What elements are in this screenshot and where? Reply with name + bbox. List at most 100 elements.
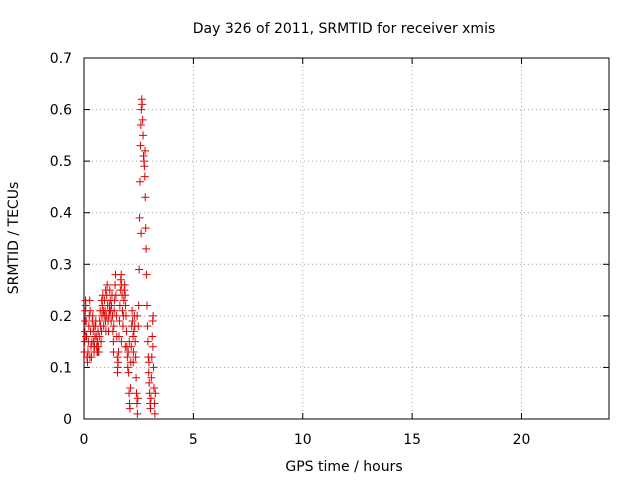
data-point <box>107 301 116 310</box>
data-point <box>118 322 127 331</box>
x-tick-label: 20 <box>513 432 531 448</box>
data-point <box>121 342 130 351</box>
data-point <box>144 358 153 367</box>
data-point <box>138 100 147 109</box>
data-point <box>115 317 124 326</box>
data-point <box>97 296 106 305</box>
data-point <box>142 270 151 279</box>
data-point <box>143 337 152 346</box>
data-point <box>143 322 152 331</box>
data-point <box>83 358 92 367</box>
y-tick-label: 0.2 <box>50 309 72 325</box>
plot-frame <box>83 57 610 420</box>
data-point <box>135 265 144 274</box>
grid <box>84 58 609 419</box>
data-point <box>148 332 157 341</box>
y-tick-label: 0.5 <box>50 154 72 170</box>
data-point <box>132 373 141 382</box>
x-tick-label: 0 <box>80 432 89 448</box>
y-axis-label: SRMTID / TECUs <box>6 182 22 295</box>
data-point <box>105 306 114 315</box>
data-point <box>138 115 147 124</box>
data-point <box>129 347 138 356</box>
data-point <box>141 146 150 155</box>
data-point <box>121 301 130 310</box>
data-point <box>144 368 153 377</box>
data-point <box>147 373 156 382</box>
data-point <box>125 389 134 398</box>
data-point <box>136 177 144 186</box>
x-tick-label: 10 <box>294 432 312 448</box>
data-point <box>150 384 158 393</box>
data-point <box>112 311 121 320</box>
data-point <box>125 337 134 346</box>
data-point <box>81 301 90 310</box>
data-point <box>132 399 141 408</box>
data-point <box>97 337 106 346</box>
data-point <box>119 296 128 305</box>
data-point <box>149 311 158 320</box>
data-point <box>133 409 142 418</box>
data-point <box>109 322 118 331</box>
data-point <box>118 306 127 315</box>
data-point <box>140 172 149 181</box>
data-point <box>146 394 155 403</box>
data-point <box>81 332 90 341</box>
chart-title: Day 326 of 2011, SRMTID for receiver xmi… <box>193 21 496 37</box>
data-point <box>137 105 146 114</box>
data-point <box>128 306 137 315</box>
data-point <box>123 353 132 362</box>
data-point <box>101 286 110 295</box>
data-point <box>150 409 159 418</box>
data-point <box>126 384 135 393</box>
data-point <box>89 322 98 331</box>
data-point <box>147 353 156 362</box>
data-point <box>128 317 137 326</box>
data-point <box>114 358 123 367</box>
data-point <box>86 306 95 315</box>
data-point <box>141 224 150 233</box>
data-point <box>108 327 117 336</box>
y-tick-label: 0 <box>63 412 72 428</box>
data-point <box>135 213 144 222</box>
data-point <box>93 347 102 356</box>
y-tick-label: 0.6 <box>50 103 72 119</box>
data-point <box>133 311 142 320</box>
x-tick-label: 15 <box>403 432 421 448</box>
data-point <box>120 280 129 289</box>
data-point <box>151 389 160 398</box>
y-tick-label: 0.3 <box>50 257 72 273</box>
data-point <box>139 131 148 140</box>
x-axis-label: GPS time / hours <box>285 459 402 475</box>
data-point <box>109 337 118 346</box>
data-point <box>123 363 132 372</box>
data-point <box>115 332 123 341</box>
data-point <box>146 404 155 413</box>
data-point <box>125 404 134 413</box>
data-point <box>103 280 112 289</box>
data-point <box>95 332 104 341</box>
data-point <box>117 270 126 279</box>
data-point <box>141 193 150 202</box>
data-point <box>148 342 157 351</box>
data-point <box>129 358 138 367</box>
data-point <box>140 162 149 171</box>
data-point <box>149 363 158 372</box>
data-point <box>136 141 145 150</box>
data-point <box>122 327 131 336</box>
data-points <box>80 95 160 418</box>
data-point <box>85 353 94 362</box>
x-tick-label: 5 <box>189 432 198 448</box>
data-point <box>132 389 141 398</box>
data-point <box>88 311 97 320</box>
data-point <box>113 368 122 377</box>
data-point <box>129 332 137 341</box>
data-point <box>134 301 143 310</box>
data-point <box>122 311 130 320</box>
data-point <box>143 301 151 310</box>
data-point <box>85 296 94 305</box>
data-point <box>129 327 138 336</box>
data-point <box>117 337 126 346</box>
